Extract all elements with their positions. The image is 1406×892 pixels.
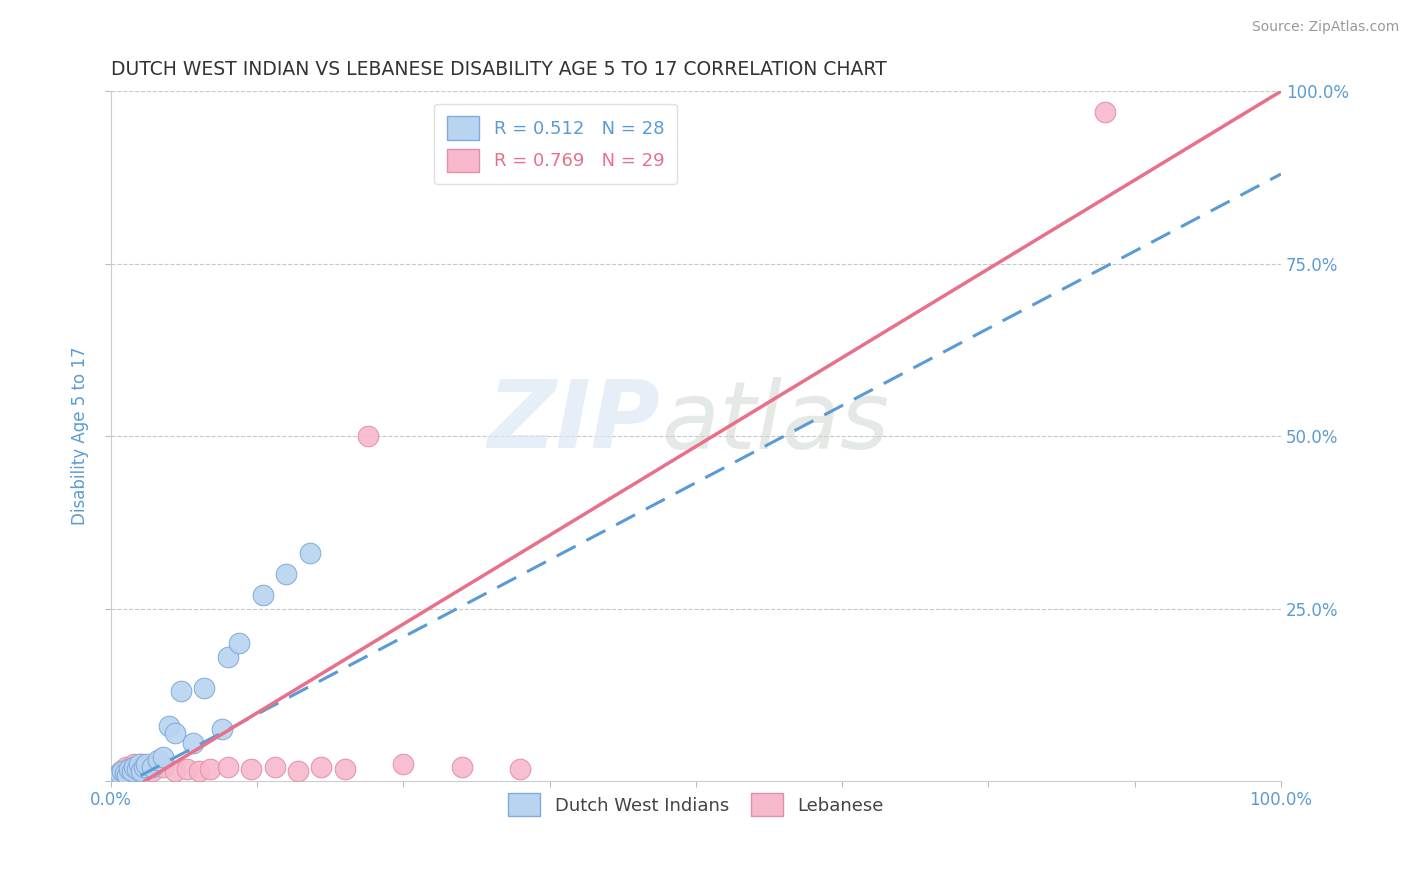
Point: [157, 719, 180, 733]
Text: Source: ZipAtlas.com: Source: ZipAtlas.com: [1251, 20, 1399, 34]
Point: [152, 760, 174, 774]
Point: [187, 764, 209, 778]
Point: [176, 762, 198, 776]
Point: [103, 771, 125, 785]
Point: [107, 768, 129, 782]
Point: [311, 760, 333, 774]
Point: [114, 765, 136, 780]
Point: [211, 723, 233, 737]
Text: DUTCH WEST INDIAN VS LEBANESE DISABILITY AGE 5 TO 17 CORRELATION CHART: DUTCH WEST INDIAN VS LEBANESE DISABILITY…: [111, 60, 887, 78]
Point: [105, 768, 128, 782]
Point: [111, 764, 134, 778]
Point: [120, 760, 142, 774]
Point: [118, 762, 141, 776]
Point: [392, 756, 415, 771]
Legend: Dutch West Indians, Lebanese: Dutch West Indians, Lebanese: [501, 786, 891, 823]
Point: [450, 760, 472, 774]
Point: [108, 767, 131, 781]
Point: [240, 762, 263, 776]
Point: [276, 567, 298, 582]
Point: [141, 760, 163, 774]
Point: [263, 760, 285, 774]
Point: [121, 764, 143, 778]
Point: [181, 736, 204, 750]
Point: [122, 756, 145, 771]
Point: [298, 546, 321, 560]
Point: [217, 649, 239, 664]
Point: [117, 764, 139, 778]
Point: [146, 753, 169, 767]
Point: [287, 764, 309, 778]
Point: [127, 760, 149, 774]
Point: [200, 762, 222, 776]
Point: [115, 760, 138, 774]
Point: [141, 764, 163, 778]
Point: [129, 764, 152, 778]
Point: [170, 684, 193, 698]
Text: atlas: atlas: [661, 376, 889, 467]
Point: [135, 760, 157, 774]
Point: [152, 749, 174, 764]
Point: [333, 762, 356, 776]
Point: [228, 636, 250, 650]
Point: [125, 762, 148, 776]
Point: [165, 764, 187, 778]
Point: [1094, 105, 1116, 120]
Text: ZIP: ZIP: [488, 376, 661, 468]
Point: [122, 760, 145, 774]
Point: [103, 771, 125, 785]
Point: [115, 768, 138, 782]
Point: [129, 756, 152, 771]
Point: [110, 764, 132, 778]
Point: [132, 760, 155, 774]
Point: [193, 681, 215, 695]
Point: [252, 588, 274, 602]
Point: [128, 756, 150, 771]
Point: [217, 760, 239, 774]
Point: [165, 725, 187, 739]
Point: [135, 756, 157, 771]
Point: [112, 765, 135, 780]
Point: [509, 762, 531, 776]
Y-axis label: Disability Age 5 to 17: Disability Age 5 to 17: [72, 347, 89, 525]
Point: [108, 767, 131, 781]
Point: [357, 429, 380, 443]
